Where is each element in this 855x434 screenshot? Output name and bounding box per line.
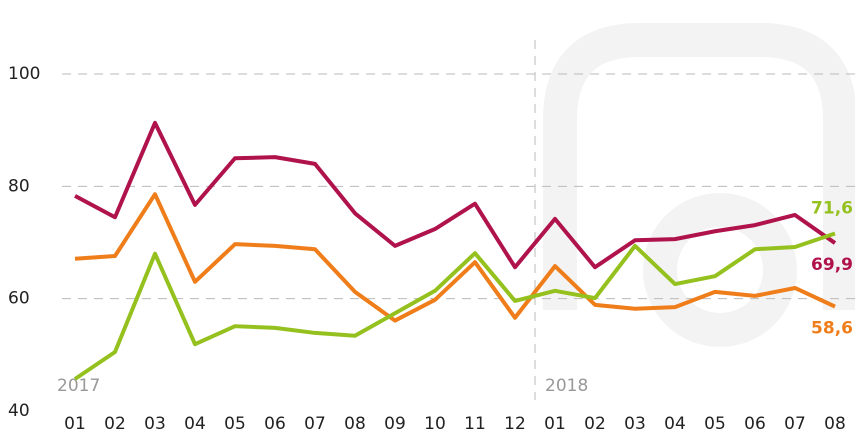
x-tick-label: 05 xyxy=(224,414,246,434)
x-tick-label: 04 xyxy=(664,414,686,434)
x-tick-label: 06 xyxy=(264,414,286,434)
x-tick-label: 09 xyxy=(384,414,406,434)
x-tick-label: 10 xyxy=(424,414,446,434)
x-tick-label: 11 xyxy=(464,414,486,434)
x-tick-label: 08 xyxy=(824,414,846,434)
x-tick-label: 01 xyxy=(64,414,86,434)
x-tick-label: 06 xyxy=(744,414,766,434)
line xyxy=(75,234,835,379)
x-tick-label: 12 xyxy=(504,414,526,434)
x-tick-label: 03 xyxy=(144,414,166,434)
x-tick-label: 03 xyxy=(624,414,646,434)
chart: 40 60 80 100 01 02 03 04 05 06 07 08 09 10 11 12 01 02 03 0… xyxy=(0,0,855,434)
x-tick-label: 04 xyxy=(184,414,206,434)
value-label: 69,9 xyxy=(811,255,853,275)
y-tick-label: 40 xyxy=(8,401,30,421)
value-label: 58,6 xyxy=(811,319,853,339)
x-tick-label: 01 xyxy=(544,414,566,434)
x-tick-label: 08 xyxy=(344,414,366,434)
value-label: 71,6 xyxy=(811,199,853,219)
x-tick-label: 05 xyxy=(704,414,726,434)
group-label: 2018 xyxy=(545,376,588,396)
y-tick-label: 80 xyxy=(8,176,30,196)
x-tick-label: 07 xyxy=(304,414,326,434)
y-tick-label: 100 xyxy=(8,64,40,84)
x-tick-label: 02 xyxy=(584,414,606,434)
group-label: 2017 xyxy=(57,376,100,396)
x-tick-label: 02 xyxy=(104,414,126,434)
y-tick-label: 60 xyxy=(8,289,30,309)
x-tick-label: 07 xyxy=(784,414,806,434)
